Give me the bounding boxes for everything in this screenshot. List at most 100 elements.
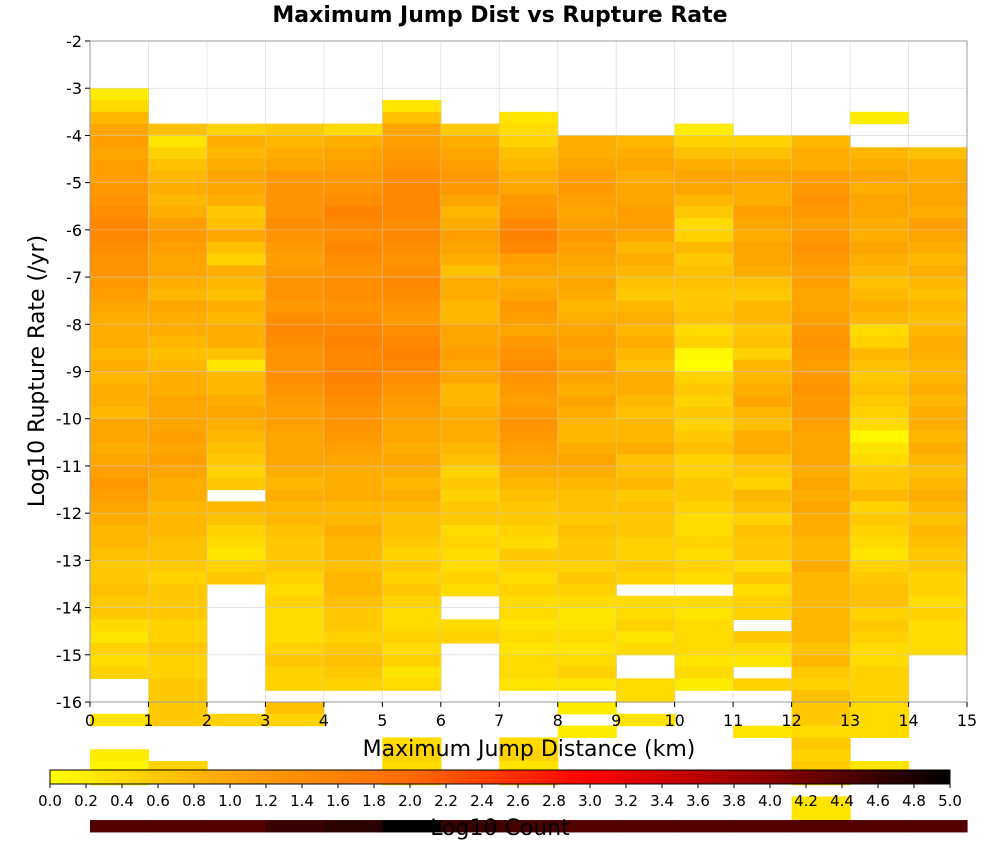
colorbar-tick-label: 3.8 xyxy=(722,792,746,810)
heatmap-cell xyxy=(791,477,851,491)
heatmap-cell xyxy=(440,430,500,443)
heatmap-cell xyxy=(908,324,968,337)
heatmap-cell xyxy=(265,595,325,609)
heatmap-cell xyxy=(908,147,968,160)
heatmap-cell xyxy=(791,147,851,160)
heatmap-cell xyxy=(616,182,676,196)
heatmap-cell xyxy=(850,678,910,691)
heatmap-cell xyxy=(148,678,208,691)
heatmap-cell xyxy=(206,430,266,443)
heatmap-cell xyxy=(265,395,325,408)
heatmap-cell xyxy=(674,465,734,479)
heatmap-cell xyxy=(440,442,500,455)
heatmap-cell xyxy=(791,607,851,620)
heatmap-cell xyxy=(908,418,968,432)
heatmap-cell xyxy=(908,170,968,184)
heatmap-cell xyxy=(499,642,559,656)
heatmap-cell xyxy=(733,371,793,384)
heatmap-cell xyxy=(148,619,208,632)
heatmap-cell xyxy=(674,383,734,396)
heatmap-cell xyxy=(616,147,676,160)
heatmap-cell xyxy=(90,395,150,408)
heatmap-cell xyxy=(265,170,325,184)
heatmap-cell xyxy=(908,182,968,196)
heatmap-cell xyxy=(440,418,500,432)
heatmap-cell xyxy=(908,277,968,290)
heatmap-cell xyxy=(90,277,150,290)
heatmap-cell xyxy=(791,347,851,361)
heatmap-cell xyxy=(265,631,325,644)
heatmap-cell xyxy=(791,654,851,668)
heatmap-cell xyxy=(499,560,559,573)
y-tick-label: -5 xyxy=(66,174,82,193)
heatmap-cell xyxy=(265,194,325,207)
heatmap-cell xyxy=(733,383,793,396)
heatmap-cell xyxy=(323,218,383,231)
heatmap-cell xyxy=(850,583,910,597)
heatmap-cell xyxy=(850,194,910,207)
heatmap-cell xyxy=(382,383,442,396)
heatmap-cell xyxy=(499,123,559,137)
heatmap-cell xyxy=(733,147,793,160)
heatmap-cell xyxy=(616,536,676,550)
heatmap-cell xyxy=(265,536,325,550)
heatmap-cell xyxy=(265,218,325,231)
heatmap-cell xyxy=(499,229,559,243)
heatmap-cell xyxy=(850,371,910,384)
heatmap-cell xyxy=(90,100,150,113)
heatmap-cell xyxy=(557,241,617,255)
heatmap-cell xyxy=(148,548,208,561)
heatmap-cell xyxy=(148,218,208,231)
x-tick-label: 4 xyxy=(319,711,329,730)
heatmap-cell xyxy=(148,123,208,137)
heatmap-cell xyxy=(674,135,734,148)
heatmap-cell xyxy=(616,312,676,325)
heatmap-cell xyxy=(674,324,734,337)
colorbar-tick-label: 1.6 xyxy=(326,792,350,810)
heatmap-cell xyxy=(323,359,383,373)
heatmap-cell xyxy=(850,383,910,396)
heatmap-cell xyxy=(557,820,617,833)
heatmap-cell xyxy=(791,324,851,337)
heatmap-cell xyxy=(382,371,442,384)
heatmap-cell xyxy=(733,501,793,514)
heatmap-cell xyxy=(382,454,442,467)
heatmap-cell xyxy=(674,418,734,432)
heatmap-cell xyxy=(499,442,559,455)
heatmap-cell xyxy=(850,406,910,420)
x-tick-label: 15 xyxy=(957,711,977,730)
heatmap-cell xyxy=(850,241,910,255)
heatmap-cell xyxy=(382,170,442,184)
heatmap-cell xyxy=(440,359,500,373)
heatmap-cell xyxy=(499,159,559,172)
heatmap-cell xyxy=(499,147,559,160)
heatmap-cell xyxy=(733,572,793,585)
heatmap-cell xyxy=(908,501,968,514)
heatmap-cell xyxy=(382,536,442,550)
heatmap-cell xyxy=(90,265,150,278)
heatmap-cell xyxy=(850,359,910,373)
colorbar-tick-label: 3.4 xyxy=(650,792,674,810)
heatmap-cell xyxy=(616,300,676,314)
heatmap-cell xyxy=(382,324,442,337)
y-tick-label: -8 xyxy=(66,315,82,334)
heatmap-cell xyxy=(265,619,325,632)
heatmap-cell xyxy=(265,229,325,243)
heatmap-cell xyxy=(265,477,325,491)
heatmap-cell xyxy=(499,300,559,314)
heatmap-cell xyxy=(90,572,150,585)
heatmap-cell xyxy=(206,395,266,408)
heatmap-cell xyxy=(440,583,500,597)
heatmap-cell xyxy=(323,607,383,620)
heatmap-cell xyxy=(616,524,676,538)
heatmap-cell xyxy=(616,336,676,349)
heatmap-cell xyxy=(850,277,910,290)
heatmap-cell xyxy=(148,395,208,408)
heatmap-cell xyxy=(440,194,500,207)
heatmap-cell xyxy=(382,465,442,479)
colorbar-gradient xyxy=(49,769,951,785)
heatmap-cell xyxy=(382,595,442,609)
heatmap-cell xyxy=(499,312,559,325)
heatmap-cell xyxy=(850,170,910,184)
